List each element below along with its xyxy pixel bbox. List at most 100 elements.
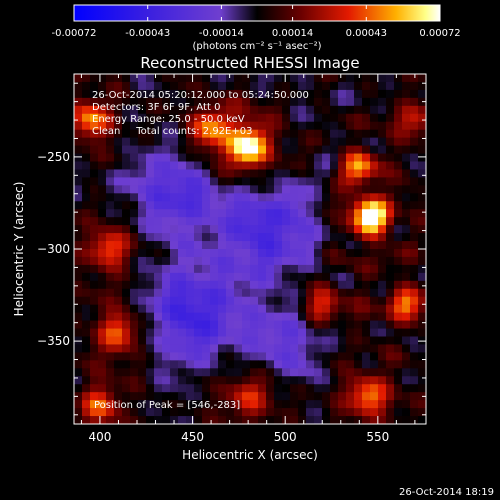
heatmap-cell	[418, 81, 426, 91]
heatmap-cell	[210, 296, 219, 306]
heatmap-cell	[186, 304, 195, 314]
heatmap-cell	[258, 272, 267, 282]
heatmap-cell	[410, 81, 419, 91]
heatmap-cell	[130, 272, 139, 282]
heatmap-cell	[274, 312, 283, 322]
heatmap-cell	[202, 280, 211, 290]
heatmap-cell	[234, 312, 243, 322]
heatmap-cell	[282, 249, 291, 258]
heatmap-cell	[250, 408, 259, 417]
heatmap-cell	[178, 336, 187, 345]
heatmap-cell	[274, 328, 283, 337]
heatmap-cell	[274, 153, 283, 162]
heatmap-cell	[330, 296, 339, 306]
heatmap-cell	[74, 280, 83, 290]
heatmap-cell	[418, 304, 426, 314]
heatmap-cell	[346, 201, 355, 210]
heatmap-cell	[218, 113, 227, 123]
heatmap-cell	[82, 352, 91, 361]
heatmap-cell	[386, 177, 395, 186]
heatmap-cell	[298, 137, 307, 147]
heatmap-cell	[370, 392, 379, 401]
heatmap-cell	[146, 264, 155, 274]
heatmap-cell	[314, 344, 323, 353]
heatmap-cell	[306, 89, 315, 99]
heatmap-cell	[402, 344, 411, 353]
heatmap-cell	[210, 74, 219, 83]
heatmap-cell	[146, 408, 155, 417]
heatmap-cell	[122, 280, 131, 290]
heatmap-cell	[98, 376, 107, 385]
heatmap-cell	[218, 352, 227, 361]
heatmap-cell	[330, 408, 339, 417]
heatmap-cell	[330, 137, 339, 147]
heatmap-cell	[282, 145, 291, 155]
heatmap-cell	[418, 161, 426, 170]
heatmap-cell	[82, 185, 91, 194]
heatmap-cell	[194, 416, 203, 424]
heatmap-cell	[378, 225, 387, 234]
heatmap-cell	[258, 368, 267, 377]
heatmap-cell	[346, 416, 355, 424]
heatmap-cell	[378, 201, 387, 210]
heatmap-cell	[306, 81, 315, 91]
heatmap-cell	[378, 145, 387, 155]
heatmap-cell	[370, 384, 379, 393]
heatmap-cell	[186, 320, 195, 330]
heatmap-cell	[154, 241, 163, 250]
heatmap-cell	[274, 145, 283, 155]
heatmap-cell	[266, 408, 275, 417]
heatmap-cell	[314, 74, 323, 83]
heatmap-cell	[162, 137, 171, 147]
heatmap-cell	[178, 225, 187, 234]
heatmap-cell	[98, 336, 107, 345]
heatmap-cell	[362, 416, 371, 424]
heatmap-cell	[322, 81, 331, 91]
heatmap-cell	[354, 336, 363, 345]
heatmap-cell	[170, 161, 179, 170]
heatmap-cell	[378, 400, 387, 409]
heatmap-cell	[98, 209, 107, 218]
heatmap-cell	[290, 241, 299, 250]
heatmap-cell	[362, 288, 371, 298]
heatmap-cell	[338, 336, 347, 345]
heatmap-cell	[370, 209, 379, 218]
heatmap-cell	[178, 113, 187, 123]
heatmap-cell	[394, 264, 403, 274]
heatmap-cell	[282, 97, 291, 107]
heatmap-cell	[234, 233, 243, 242]
heatmap-cell	[82, 193, 91, 202]
heatmap-cell	[114, 288, 123, 298]
heatmap-cell	[394, 256, 403, 266]
heatmap-cell	[170, 129, 179, 139]
heatmap-cell	[186, 264, 195, 274]
heatmap-cell	[74, 201, 83, 210]
heatmap-cell	[234, 320, 243, 330]
heatmap-cell	[202, 368, 211, 377]
heatmap-cell	[154, 233, 163, 242]
heatmap-cell	[106, 201, 115, 210]
heatmap-cell	[194, 400, 203, 409]
heatmap-cell	[298, 392, 307, 401]
heatmap-cell	[386, 376, 395, 385]
heatmap-cell	[130, 312, 139, 322]
heatmap-cell	[178, 209, 187, 218]
heatmap-cell	[306, 288, 315, 298]
heatmap-cell	[306, 328, 315, 337]
heatmap-cell	[378, 185, 387, 194]
heatmap-cell	[178, 376, 187, 385]
heatmap-cell	[162, 129, 171, 139]
heatmap-cell	[330, 320, 339, 330]
heatmap-cell	[290, 288, 299, 298]
heatmap-cell	[106, 344, 115, 353]
heatmap-cell	[210, 81, 219, 91]
heatmap-cell	[210, 177, 219, 186]
heatmap-cell	[250, 336, 259, 345]
heatmap-cell	[306, 97, 315, 107]
heatmap-cell	[402, 384, 411, 393]
heatmap-cell	[346, 360, 355, 369]
x-tick-label: 500	[274, 430, 297, 444]
heatmap-cell	[378, 272, 387, 282]
heatmap-cell	[234, 400, 243, 409]
heatmap-cell	[178, 249, 187, 258]
